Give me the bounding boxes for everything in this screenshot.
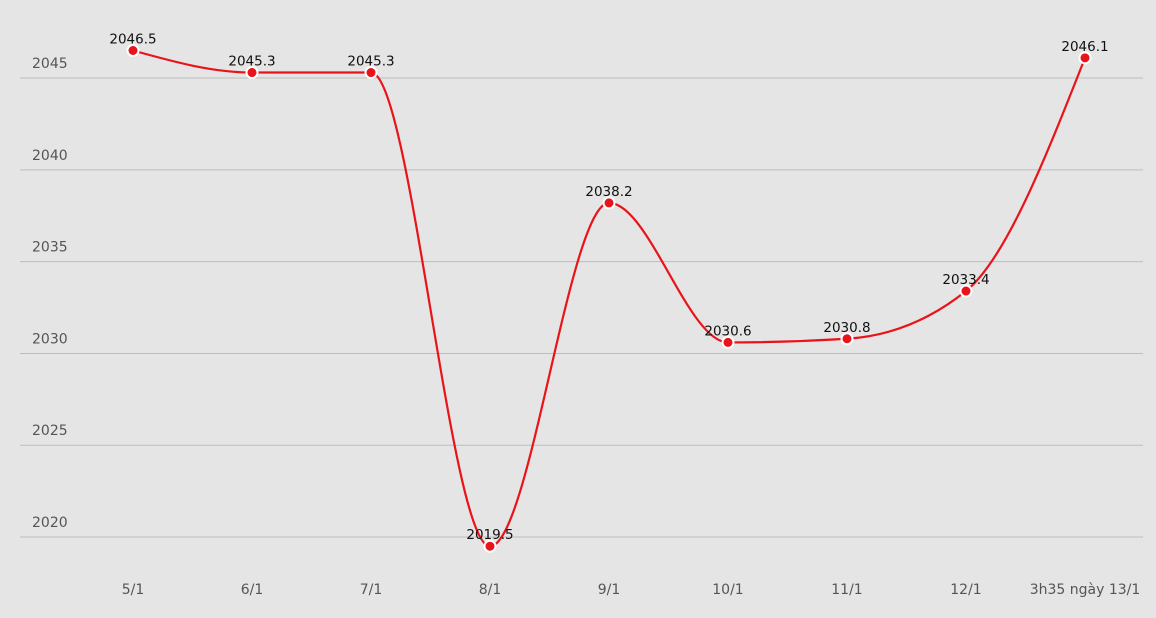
point [602,196,616,210]
x-tick-label: 5/1 [122,582,145,598]
y-tick-label: 2020 [32,515,68,531]
point [1078,51,1092,65]
y-tick-label: 2025 [32,423,68,439]
x-tick-label: 11/1 [831,582,862,598]
value-label: 2030.6 [704,323,751,339]
x-tick-label: 7/1 [360,582,383,598]
x-tick-label: 8/1 [479,582,502,598]
point [126,44,140,57]
line [132,49,1087,548]
x-tick-label: 3h35 ngày 13/1 [1030,582,1141,598]
point [959,284,973,298]
point [364,66,378,80]
point [245,66,259,80]
value-label: 2019.5 [466,527,513,543]
y-tick-label: 2045 [32,56,68,72]
x-tick-label: 6/1 [241,582,264,598]
x-tick-label: 9/1 [598,582,621,598]
value-label: 2046.5 [109,32,156,48]
point [483,539,497,553]
point [840,332,854,346]
point [721,335,735,349]
x-tick-label: 12/1 [950,582,981,598]
value-label: 2046.1 [1061,39,1108,55]
value-label: 2045.3 [228,54,275,70]
value-label: 2030.8 [823,320,870,336]
y-tick-label: 2040 [32,148,68,164]
x-tick-label: 10/1 [712,582,743,598]
value-label: 2038.2 [585,184,632,200]
y-tick-label: 2030 [32,331,68,347]
value-label: 2033.4 [942,272,989,288]
value-label: 2045.3 [347,54,394,70]
y-tick-label: 2035 [32,240,68,256]
